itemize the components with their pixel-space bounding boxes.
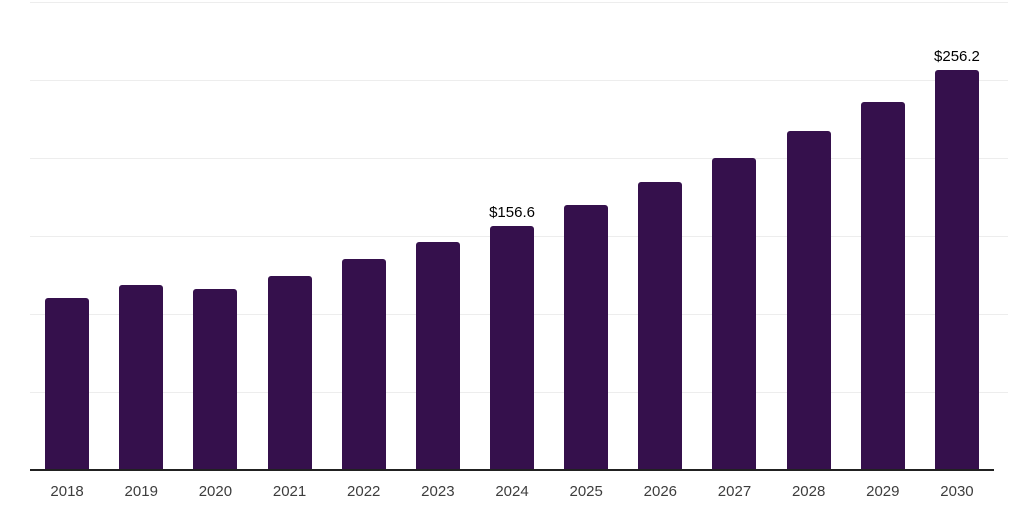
x-tick-2027: 2027 — [717, 483, 752, 500]
bar-slot-2020 — [178, 2, 252, 470]
x-tick-2025: 2025 — [569, 483, 603, 500]
bar-slot-2021 — [252, 2, 326, 470]
bar-2021 — [267, 275, 312, 470]
gridline — [30, 158, 1008, 159]
bar-2022 — [341, 259, 386, 470]
bar-2025 — [564, 204, 609, 470]
bar-slot-2029 — [846, 2, 920, 470]
bar-slot-2018 — [30, 2, 104, 470]
bar-2019 — [119, 285, 164, 470]
bar-slot-2019 — [104, 2, 178, 470]
bar-slot-2027 — [697, 2, 771, 470]
x-axis-tick-labels: 2018 2019 2020 2021 2022 2023 2024 2025 2026 2027… — [30, 483, 994, 500]
gridline — [30, 80, 1008, 81]
x-axis-line — [30, 469, 994, 471]
bar-2028 — [786, 130, 831, 470]
x-tick-2021: 2021 — [272, 483, 307, 500]
x-tick-2020: 2020 — [198, 483, 233, 500]
bar-2024 — [490, 225, 535, 470]
bar-slot-2024: $156.6 — [475, 2, 549, 470]
plot-area: $156.6 $256.2 — [30, 2, 1008, 471]
x-tick-2029: 2029 — [866, 483, 900, 500]
x-tick-2024: 2024 — [495, 483, 529, 500]
bars: $156.6 $256.2 — [30, 2, 994, 470]
bar-2030 — [934, 70, 979, 470]
bar-2023 — [415, 241, 460, 470]
bar-slot-2025 — [549, 2, 623, 470]
x-tick-2028: 2028 — [791, 483, 826, 500]
bar-2029 — [860, 101, 905, 470]
bar-2020 — [193, 289, 238, 470]
x-tick-2030: 2030 — [940, 483, 974, 500]
bar-2027 — [712, 157, 757, 470]
x-tick-2018: 2018 — [50, 483, 84, 500]
x-tick-2019: 2019 — [124, 483, 158, 500]
bar-slot-2026 — [623, 2, 697, 470]
bar-slot-2030: $256.2 — [920, 2, 994, 470]
bar-2018 — [45, 297, 90, 470]
value-label-2030: $256.2 — [934, 48, 980, 66]
x-tick-2022: 2022 — [347, 483, 381, 500]
x-tick-2023: 2023 — [421, 483, 455, 500]
bar-2026 — [638, 182, 683, 470]
bar-slot-2022 — [327, 2, 401, 470]
bar-slot-2028 — [772, 2, 846, 470]
gridline — [30, 2, 1008, 3]
bar-slot-2023 — [401, 2, 475, 470]
x-tick-2026: 2026 — [643, 483, 678, 500]
value-label-2024: $156.6 — [489, 203, 535, 221]
